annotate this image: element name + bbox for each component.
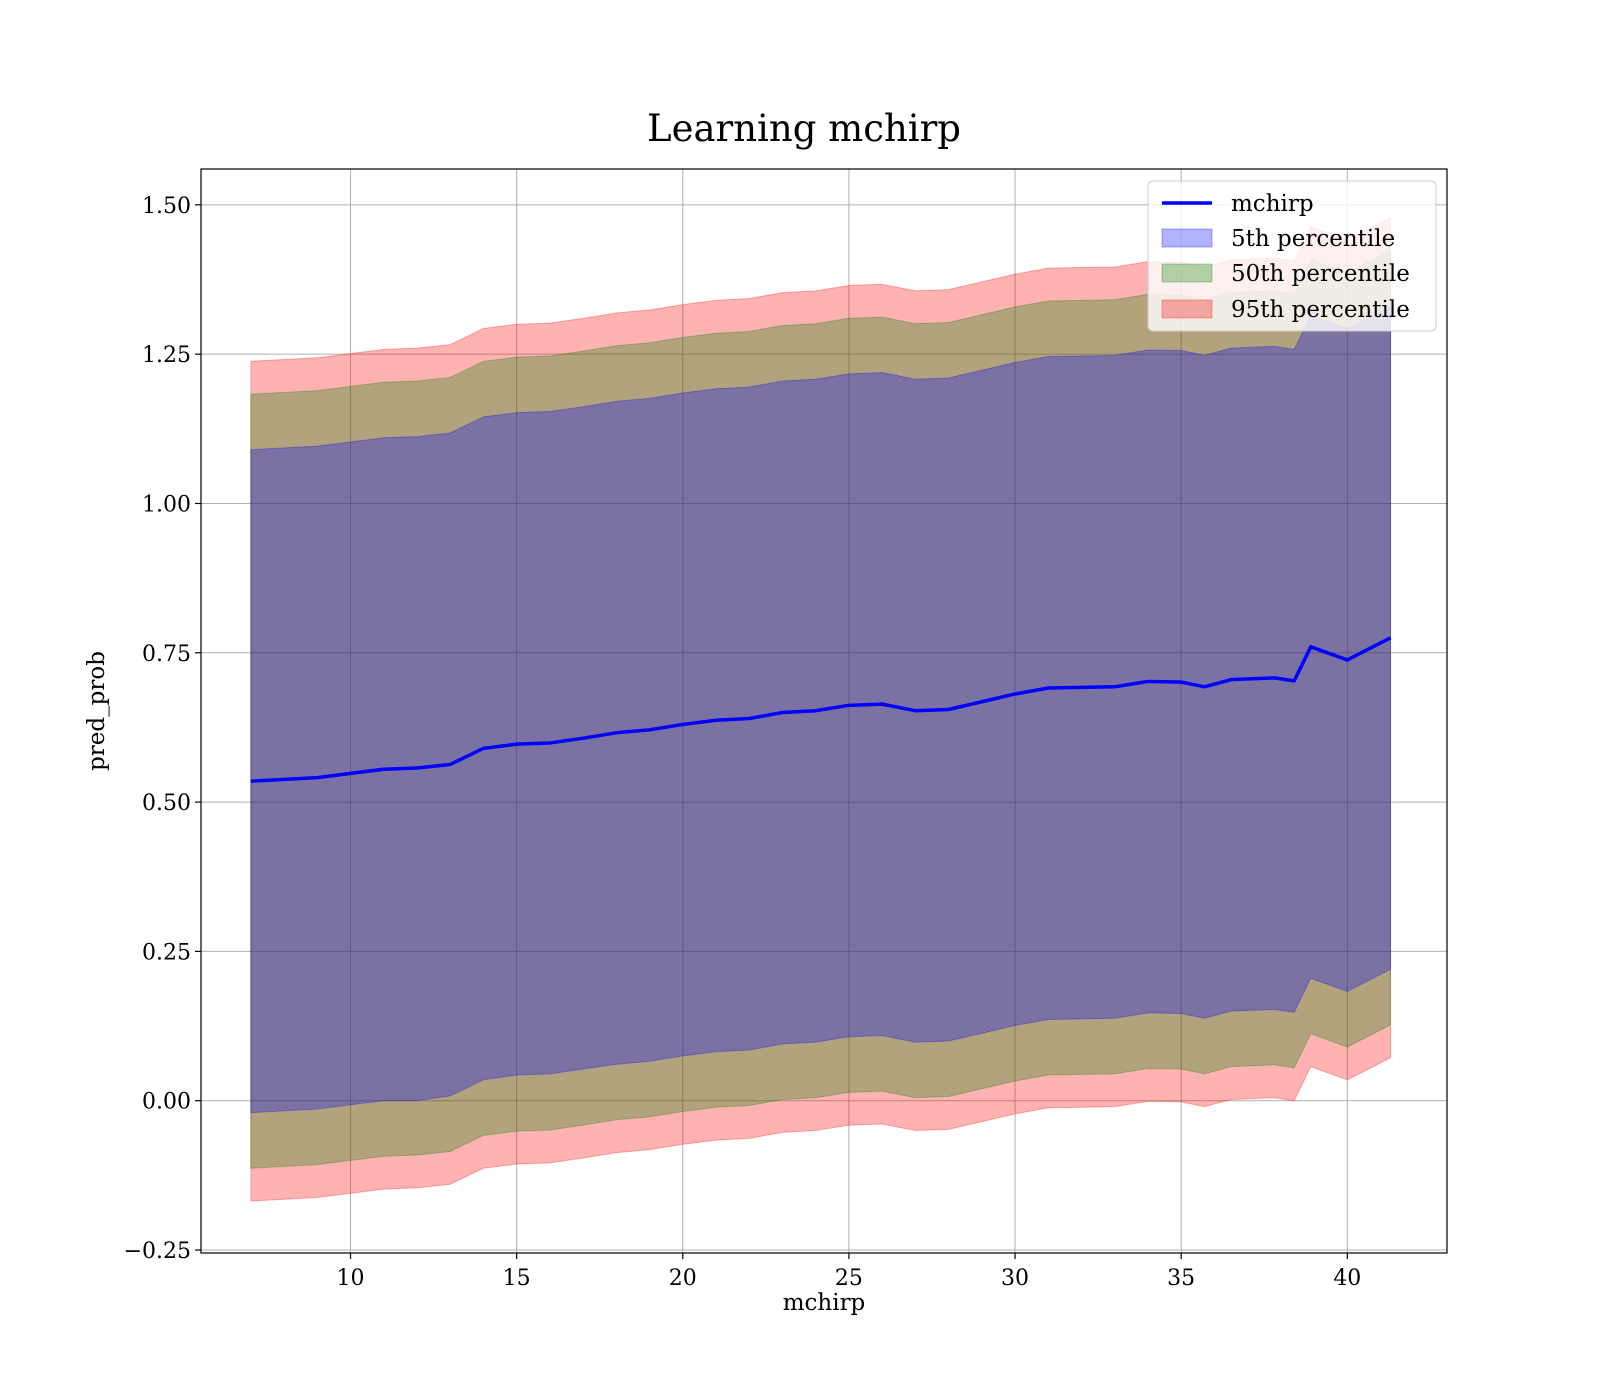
grid	[201, 169, 1447, 1253]
legend-swatch-band	[1161, 228, 1213, 248]
x-axis-label: mchirp	[783, 1290, 866, 1316]
legend-entry-label: 50th percentile	[1231, 261, 1410, 287]
legend-swatch-band	[1161, 263, 1213, 283]
legend: mchirp 5th percentile 50th percentile 95th …	[1147, 180, 1437, 332]
x-tick-label: 30	[1001, 1266, 1029, 1291]
chart-title: Learning mchirp	[647, 107, 961, 150]
x-tick-label: 40	[1333, 1266, 1361, 1291]
series-lines	[250, 636, 1392, 783]
y-tick-label: −0.25	[124, 1239, 191, 1264]
y-axis-label: pred_prob	[84, 651, 110, 771]
x-tick-label: 10	[337, 1266, 365, 1291]
x-tick-label: 35	[1167, 1266, 1195, 1291]
y-tick-label: 1.25	[142, 343, 191, 368]
legend-entry-label: 5th percentile	[1231, 226, 1395, 252]
series-line-mchirp	[250, 636, 1392, 783]
x-tick-label: 20	[669, 1266, 697, 1291]
plot-frame	[200, 168, 1448, 1254]
y-tick-label: 0.00	[142, 1090, 191, 1115]
y-tick-label: 1.50	[142, 194, 191, 219]
y-tick-label: 0.75	[142, 642, 191, 667]
y-tick-label: 0.50	[142, 791, 191, 816]
y-tick-label: 1.00	[142, 492, 191, 517]
x-tick-label: 15	[503, 1266, 531, 1291]
legend-entry-label: mchirp	[1231, 191, 1314, 217]
x-tick-label: 25	[835, 1266, 863, 1291]
y-tick-label: 0.25	[142, 940, 191, 965]
legend-entry-label: 95th percentile	[1231, 297, 1410, 323]
legend-box	[1147, 180, 1437, 332]
x-axis-ticks: 10 15 20 25 30 35 40	[337, 1253, 1361, 1291]
y-axis-ticks: −0.25 0.00 0.25 0.50 0.75 1.00 1.25 1.50	[124, 194, 201, 1264]
legend-swatch-band	[1161, 299, 1213, 319]
